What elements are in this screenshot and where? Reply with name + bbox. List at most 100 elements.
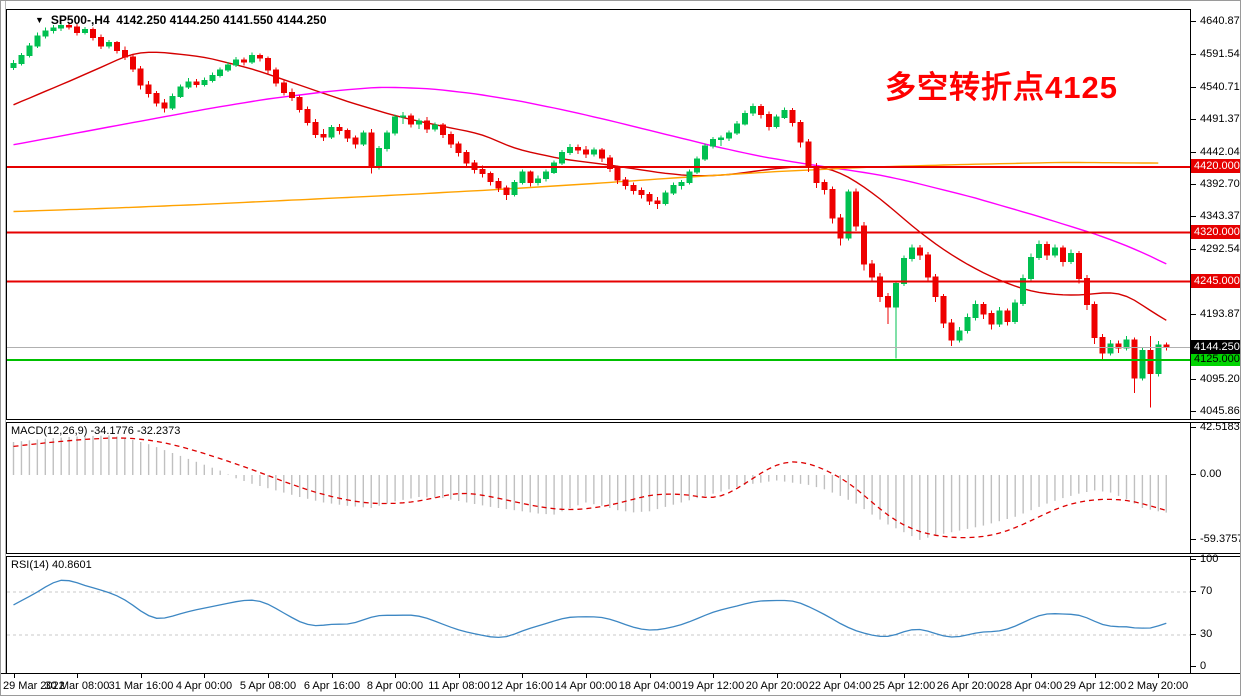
candle-body — [1004, 310, 1011, 323]
candle-body — [861, 225, 868, 265]
pane-separator — [1191, 422, 1240, 423]
candle-body — [559, 152, 566, 164]
candle-body — [598, 149, 605, 159]
candle-body — [885, 296, 891, 308]
candle-body — [1051, 247, 1058, 256]
candle-body — [479, 169, 486, 175]
rsi-tick-label: 70 — [1200, 585, 1213, 597]
macd-tick-mark — [1191, 427, 1196, 428]
time-tick-mark — [968, 674, 969, 678]
candle-body — [1059, 247, 1066, 262]
candle-body — [996, 310, 1003, 325]
price-chart[interactable] — [7, 10, 1190, 419]
candle-body — [288, 91, 295, 99]
candle-body — [423, 120, 430, 130]
candle-body — [495, 180, 502, 189]
candle-body — [320, 133, 327, 138]
time-tick-mark — [268, 674, 269, 678]
candle-body — [853, 191, 860, 227]
time-tick-label: 19 Apr 12:00 — [681, 680, 745, 692]
candle-body — [169, 95, 176, 109]
rsi-indicator-pane[interactable]: RSI(14) 40.8601 — [6, 556, 1191, 674]
price-tick-mark — [1191, 314, 1196, 315]
candle-body — [781, 110, 788, 118]
symbol-dropdown-icon[interactable]: ▼ — [35, 15, 44, 25]
candle-body — [726, 132, 732, 139]
time-tick-mark — [650, 674, 651, 678]
candle-body — [757, 106, 764, 116]
candle-body — [74, 26, 81, 34]
candle-body — [26, 45, 33, 57]
candle-body — [948, 322, 955, 341]
candle-body — [105, 42, 112, 47]
rsi-tick-mark — [1191, 666, 1196, 667]
candle-body — [360, 132, 367, 145]
time-tick-mark — [1095, 674, 1096, 678]
candle-body — [567, 146, 573, 154]
candle-body — [630, 184, 637, 192]
candle-body — [1107, 343, 1114, 354]
time-tick-label: 22 Apr 04:00 — [808, 680, 872, 692]
price-badge-4245.000: 4245.000 — [1191, 274, 1240, 288]
time-tick-label: 31 Mar 16:00 — [108, 680, 174, 692]
candle-body — [710, 139, 717, 147]
price-tick-mark — [1191, 216, 1196, 217]
candle-body — [447, 133, 454, 145]
candle-body — [813, 166, 820, 184]
candle-body — [900, 258, 907, 285]
candle-body — [201, 80, 208, 85]
candle-body — [193, 81, 200, 85]
candle-body — [264, 57, 271, 71]
price-tick-mark — [1191, 119, 1196, 120]
price-tick-label: 4491.375 — [1200, 113, 1240, 125]
candle-body — [121, 49, 128, 58]
candle-body — [535, 178, 542, 184]
candle-body — [1091, 304, 1098, 338]
candle-body — [574, 146, 581, 151]
rsi-chart[interactable] — [7, 557, 1190, 673]
time-tick-mark — [141, 674, 142, 678]
candle-body — [400, 115, 407, 118]
candle-body — [590, 149, 597, 155]
candle-body — [662, 192, 669, 205]
ma-fast-line — [13, 51, 1167, 321]
candle-body — [845, 191, 852, 239]
candle-body — [296, 97, 303, 110]
candle-body — [487, 173, 494, 183]
candle-body — [384, 132, 391, 150]
candle-body — [1123, 339, 1130, 349]
candle-body — [344, 129, 351, 139]
macd-label: MACD(12,26,9) -34.1776 -32.2373 — [11, 425, 181, 437]
time-tick-mark — [713, 674, 714, 678]
time-axis[interactable]: 29 Mar 2022 30 Mar 08:00 31 Mar 16:00 4 Apr… — [1, 673, 1240, 695]
candle-body — [924, 254, 931, 278]
candle-body — [312, 122, 319, 135]
time-tick-mark — [1031, 674, 1032, 678]
time-tick-mark — [777, 674, 778, 678]
price-tick-label: 4193.870 — [1200, 308, 1240, 320]
price-tick-label: 4392.705 — [1200, 178, 1240, 190]
candle-body — [42, 30, 49, 37]
price-tick-mark — [1191, 21, 1196, 22]
candle-body — [916, 247, 923, 256]
candle-body — [1139, 349, 1146, 379]
candle-body — [678, 182, 685, 186]
time-tick-label: 30 Mar 08:00 — [44, 680, 110, 692]
price-axis[interactable]: 4640.875 4591.540 4540.710 4491.375 4442.040… — [1191, 1, 1240, 673]
price-chart-pane[interactable]: ▼ SP500-,H4 4142.250 4144.250 4141.550 41… — [6, 9, 1191, 420]
candle-body — [209, 74, 216, 82]
candle-body — [805, 141, 812, 168]
candle-body — [415, 120, 422, 125]
candle-body — [582, 149, 589, 155]
candle-body — [503, 187, 510, 195]
candle-body — [686, 171, 693, 184]
candle-body — [113, 42, 120, 51]
price-tick-label: 4540.710 — [1200, 81, 1240, 93]
time-tick-label: 2 May 20:00 — [1127, 680, 1189, 692]
candle-body — [1083, 277, 1090, 306]
macd-chart[interactable] — [7, 423, 1190, 553]
candle-body — [837, 217, 844, 239]
candle-body — [829, 188, 836, 219]
macd-indicator-pane[interactable]: MACD(12,26,9) -34.1776 -32.2373 — [6, 422, 1191, 554]
candle-body — [932, 276, 939, 298]
